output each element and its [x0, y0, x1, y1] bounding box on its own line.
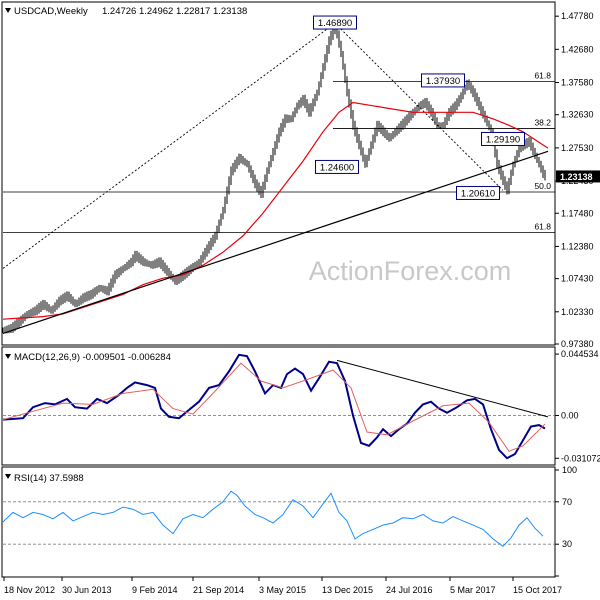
rsi-title: RSI(14) 37.5988: [14, 473, 84, 484]
ohlc-values: 1.24726 1.24962 1.22817 1.23138: [102, 6, 247, 17]
fib-level-label: 61.8: [534, 70, 551, 80]
rsi-line: [2, 490, 544, 547]
price-tick-label: 1.37580: [561, 78, 594, 88]
ma-line: [2, 101, 549, 320]
watermark: ActionForex.com: [309, 256, 512, 286]
price-annotation-label: 1.37930: [426, 76, 460, 87]
macd-tick-label: 0.00: [561, 410, 579, 420]
price-tick-label: 1.32630: [561, 110, 594, 120]
price-annotation-label: 1.24600: [320, 162, 354, 173]
price-tick-label: 1.12380: [561, 241, 594, 251]
rsi-tick-label: 70: [562, 497, 572, 507]
x-tick-label: 15 Oct 2017: [513, 585, 562, 595]
last-price-tag: [556, 170, 600, 183]
symbol-header: USDCAD,Weekly 1.24726 1.24962 1.22817 1.…: [5, 6, 247, 17]
price-tick-label: 1.47780: [561, 11, 594, 21]
rsi-tick-label: 100: [562, 465, 577, 475]
x-tick-label: 21 Sep 2014: [193, 585, 244, 595]
price-annotations: 1.46890 1.37930 1.29190 1.24600 1.20610: [313, 15, 525, 200]
price-annotation-box: [456, 185, 500, 200]
price-tick-label: 1.17480: [561, 208, 594, 218]
price-tick-label: 1.27530: [561, 143, 594, 153]
price-annotation-box: [481, 131, 525, 146]
chevron-down-icon: [5, 8, 11, 13]
price-annotation-label: 1.46890: [318, 18, 352, 29]
x-tick-label: 24 Jul 2016: [386, 585, 433, 595]
rsi-panel-frame: [1, 466, 556, 578]
x-tick-label: 3 May 2015: [259, 585, 306, 595]
price-annotation-label: 1.29190: [486, 134, 520, 145]
fib-level-label: 50.0: [534, 181, 551, 191]
macd-tick-label: 0.044534: [561, 349, 599, 359]
macd-tick-label: -0.031072: [561, 453, 600, 463]
macd-header: MACD(12,26,9) -0.009501 -0.006284: [5, 352, 171, 363]
fib-levels: 61.8 38.2 50.0 61.8: [3, 70, 555, 234]
moving-average: [2, 101, 549, 320]
chevron-down-icon: [5, 354, 11, 359]
price-tick-label: 1.07430: [561, 274, 594, 284]
price-annotation-box: [421, 73, 465, 88]
rsi-panel: 100 70 30: [2, 465, 577, 577]
x-tick-label: 9 Feb 2014: [132, 585, 178, 595]
trendline: [2, 150, 549, 335]
price-tick-label: 1.42680: [561, 44, 594, 54]
x-tick-label: 18 Nov 2012: [4, 585, 55, 595]
signal-line: [2, 362, 546, 452]
rsi-tick-label: 30: [562, 539, 572, 549]
price-tick-label: 0.97380: [561, 339, 594, 349]
last-price-label: 1.23138: [560, 172, 593, 182]
macd-panel-frame: [1, 346, 556, 466]
price-annotation-label: 1.20610: [461, 188, 495, 199]
price-tick-label: 1.02330: [561, 307, 594, 317]
rsi-header: RSI(14) 37.5988: [5, 473, 84, 484]
symbol-label: USDCAD,Weekly: [14, 6, 88, 17]
macd-panel: 0.044534 0.00 -0.031072: [2, 349, 600, 463]
price-panel-frame: [1, 1, 556, 346]
macd-title: MACD(12,26,9) -0.009501 -0.006284: [14, 352, 171, 363]
dotted-projection-lines: [2, 22, 504, 269]
chevron-down-icon: [5, 474, 11, 479]
price-y-axis: 1.477801.426801.375801.326301.275301.224…: [555, 11, 600, 349]
price-annotation-box: [315, 159, 359, 174]
dotted-line: [2, 22, 336, 269]
x-tick-label: 13 Dec 2015: [322, 585, 373, 595]
x-tick-label: 30 Jun 2013: [62, 585, 112, 595]
fib-level-label: 61.8: [534, 222, 551, 232]
x-tick-label: 5 Mar 2017: [450, 585, 496, 595]
x-axis: 18 Nov 2012 30 Jun 2013 9 Feb 2014 21 Sep 2…: [3, 577, 562, 595]
macd-trendline: [336, 359, 549, 418]
support-trendline: [2, 150, 549, 335]
price-series: [2, 20, 546, 334]
macd-line: [2, 353, 546, 460]
fib-level-label: 38.2: [534, 118, 551, 128]
dotted-line: [334, 22, 504, 191]
price-annotation-box: [313, 15, 357, 30]
